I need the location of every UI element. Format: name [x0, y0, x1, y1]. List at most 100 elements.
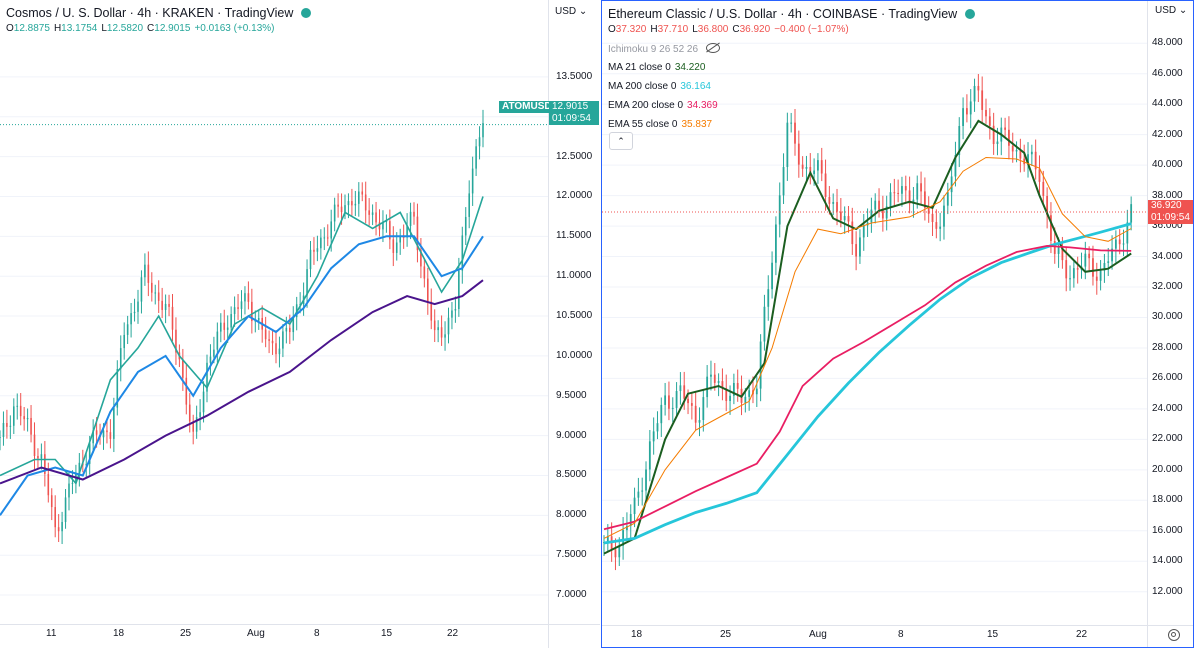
- candle-body: [195, 417, 198, 432]
- candle-body: [893, 192, 896, 194]
- time-tick-label: 25: [180, 628, 192, 639]
- candle-body: [1065, 260, 1068, 279]
- currency-selector[interactable]: USD ⌄: [1155, 5, 1188, 16]
- atom-chart-panel[interactable]: Cosmos / U. S. Dollar · 4h · KRAKEN · Tr…: [0, 0, 600, 648]
- candle-body: [828, 196, 831, 204]
- series-line-3: [0, 279, 484, 485]
- candle-body: [943, 205, 945, 227]
- candle-body: [732, 383, 735, 396]
- ohlc-value: 12.5820: [106, 23, 144, 34]
- candle-body: [347, 201, 350, 206]
- price-tick-label: 9.0000: [556, 429, 587, 441]
- candle-body: [710, 374, 712, 377]
- etc-chart-canvas[interactable]: [602, 1, 1194, 648]
- candle-body: [88, 443, 91, 464]
- time-tick-label: Aug: [247, 628, 265, 639]
- etc-chart-panel[interactable]: Ethereum Classic / U.S. Dollar · 4h · CO…: [601, 0, 1194, 648]
- candle-body: [209, 356, 212, 363]
- price-tick-label: 13.5000: [556, 70, 593, 82]
- symbol-tag: ATOMUSD: [499, 101, 555, 113]
- candle-body: [859, 237, 861, 257]
- time-tick-label: 8: [898, 629, 904, 640]
- candle-body: [687, 398, 689, 404]
- candle-body: [1118, 239, 1121, 245]
- settings-gear-icon[interactable]: [1168, 629, 1180, 641]
- ichimoku-legend[interactable]: Ichimoku 9 26 52 26: [608, 43, 721, 55]
- time-tick-label: 18: [113, 628, 125, 639]
- candle-body: [237, 307, 239, 309]
- candle-body: [759, 341, 762, 389]
- candle-body: [358, 191, 360, 204]
- candle-body: [1069, 278, 1071, 280]
- collapse-legend-button[interactable]: ⌃: [609, 132, 633, 150]
- price-tick-label: 12.0000: [556, 190, 593, 202]
- candle-body: [126, 324, 129, 335]
- candle-body: [78, 462, 81, 474]
- candle-body: [116, 369, 119, 408]
- indicator-row[interactable]: MA 21 close 0 34.220: [608, 62, 705, 73]
- candle-body: [289, 327, 291, 333]
- candle-body: [130, 313, 132, 325]
- candle-body: [985, 109, 987, 117]
- candle-body: [648, 441, 651, 470]
- candle-body: [44, 454, 46, 474]
- candle-body: [144, 264, 146, 278]
- candle-body: [744, 396, 747, 403]
- candle-body: [92, 430, 94, 444]
- candle-body: [133, 311, 136, 314]
- indicator-row[interactable]: EMA 200 close 0 34.369: [608, 100, 718, 111]
- candle-body: [247, 293, 250, 302]
- candle-body: [1088, 253, 1091, 259]
- candle-body: [755, 388, 758, 395]
- candle-body: [801, 164, 804, 169]
- price-tick-label: 44.000: [1152, 98, 1183, 110]
- candle-body: [454, 309, 457, 311]
- candle-body: [614, 549, 617, 558]
- candle-body: [775, 224, 777, 263]
- candle-body: [786, 122, 789, 168]
- candle-body: [622, 530, 624, 546]
- candle-body: [836, 202, 838, 212]
- candle-body: [988, 116, 991, 126]
- hidden-eye-icon[interactable]: [706, 43, 721, 53]
- candle-body: [973, 85, 976, 102]
- atom-chart-canvas[interactable]: [0, 0, 600, 648]
- price-axis-border: [548, 0, 549, 648]
- price-tick-label: 12.000: [1152, 585, 1183, 597]
- series-line-2: [603, 222, 1132, 545]
- candle-body: [1053, 240, 1056, 254]
- candle-body: [1061, 247, 1064, 261]
- candle-body: [790, 122, 793, 124]
- candle-body: [1126, 222, 1129, 244]
- candle-body: [268, 339, 270, 341]
- candle-body: [721, 381, 724, 389]
- price-tick-label: 18.000: [1152, 494, 1183, 506]
- candle-body: [199, 412, 201, 418]
- candle-body: [656, 423, 659, 432]
- candle-body: [797, 143, 800, 165]
- indicator-row[interactable]: MA 200 close 0 36.164: [608, 81, 711, 92]
- candle-body: [874, 200, 877, 210]
- price-tick-label: 46.000: [1152, 67, 1183, 79]
- candle-body: [157, 292, 160, 301]
- candle-body: [306, 269, 308, 296]
- candle-body: [240, 301, 243, 309]
- price-tick-label: 36.000: [1152, 220, 1183, 232]
- candle-body: [402, 236, 405, 238]
- candle-body: [713, 374, 716, 383]
- candle-body: [423, 266, 426, 279]
- price-tick-label: 28.000: [1152, 341, 1183, 353]
- indicator-row[interactable]: EMA 55 close 0 35.837: [608, 119, 712, 130]
- candle-body: [717, 381, 720, 383]
- candle-body: [1034, 151, 1037, 170]
- candle-body: [427, 278, 429, 302]
- currency-selector[interactable]: USD ⌄: [555, 6, 588, 17]
- candle-body: [102, 430, 105, 438]
- price-tick-label: 34.000: [1152, 250, 1183, 262]
- price-tick-label: 20.000: [1152, 463, 1183, 475]
- candle-body: [389, 221, 391, 240]
- ohlc-key: H: [650, 24, 658, 35]
- candle-body: [275, 343, 277, 355]
- candle-body: [340, 206, 343, 213]
- candle-body: [748, 390, 751, 397]
